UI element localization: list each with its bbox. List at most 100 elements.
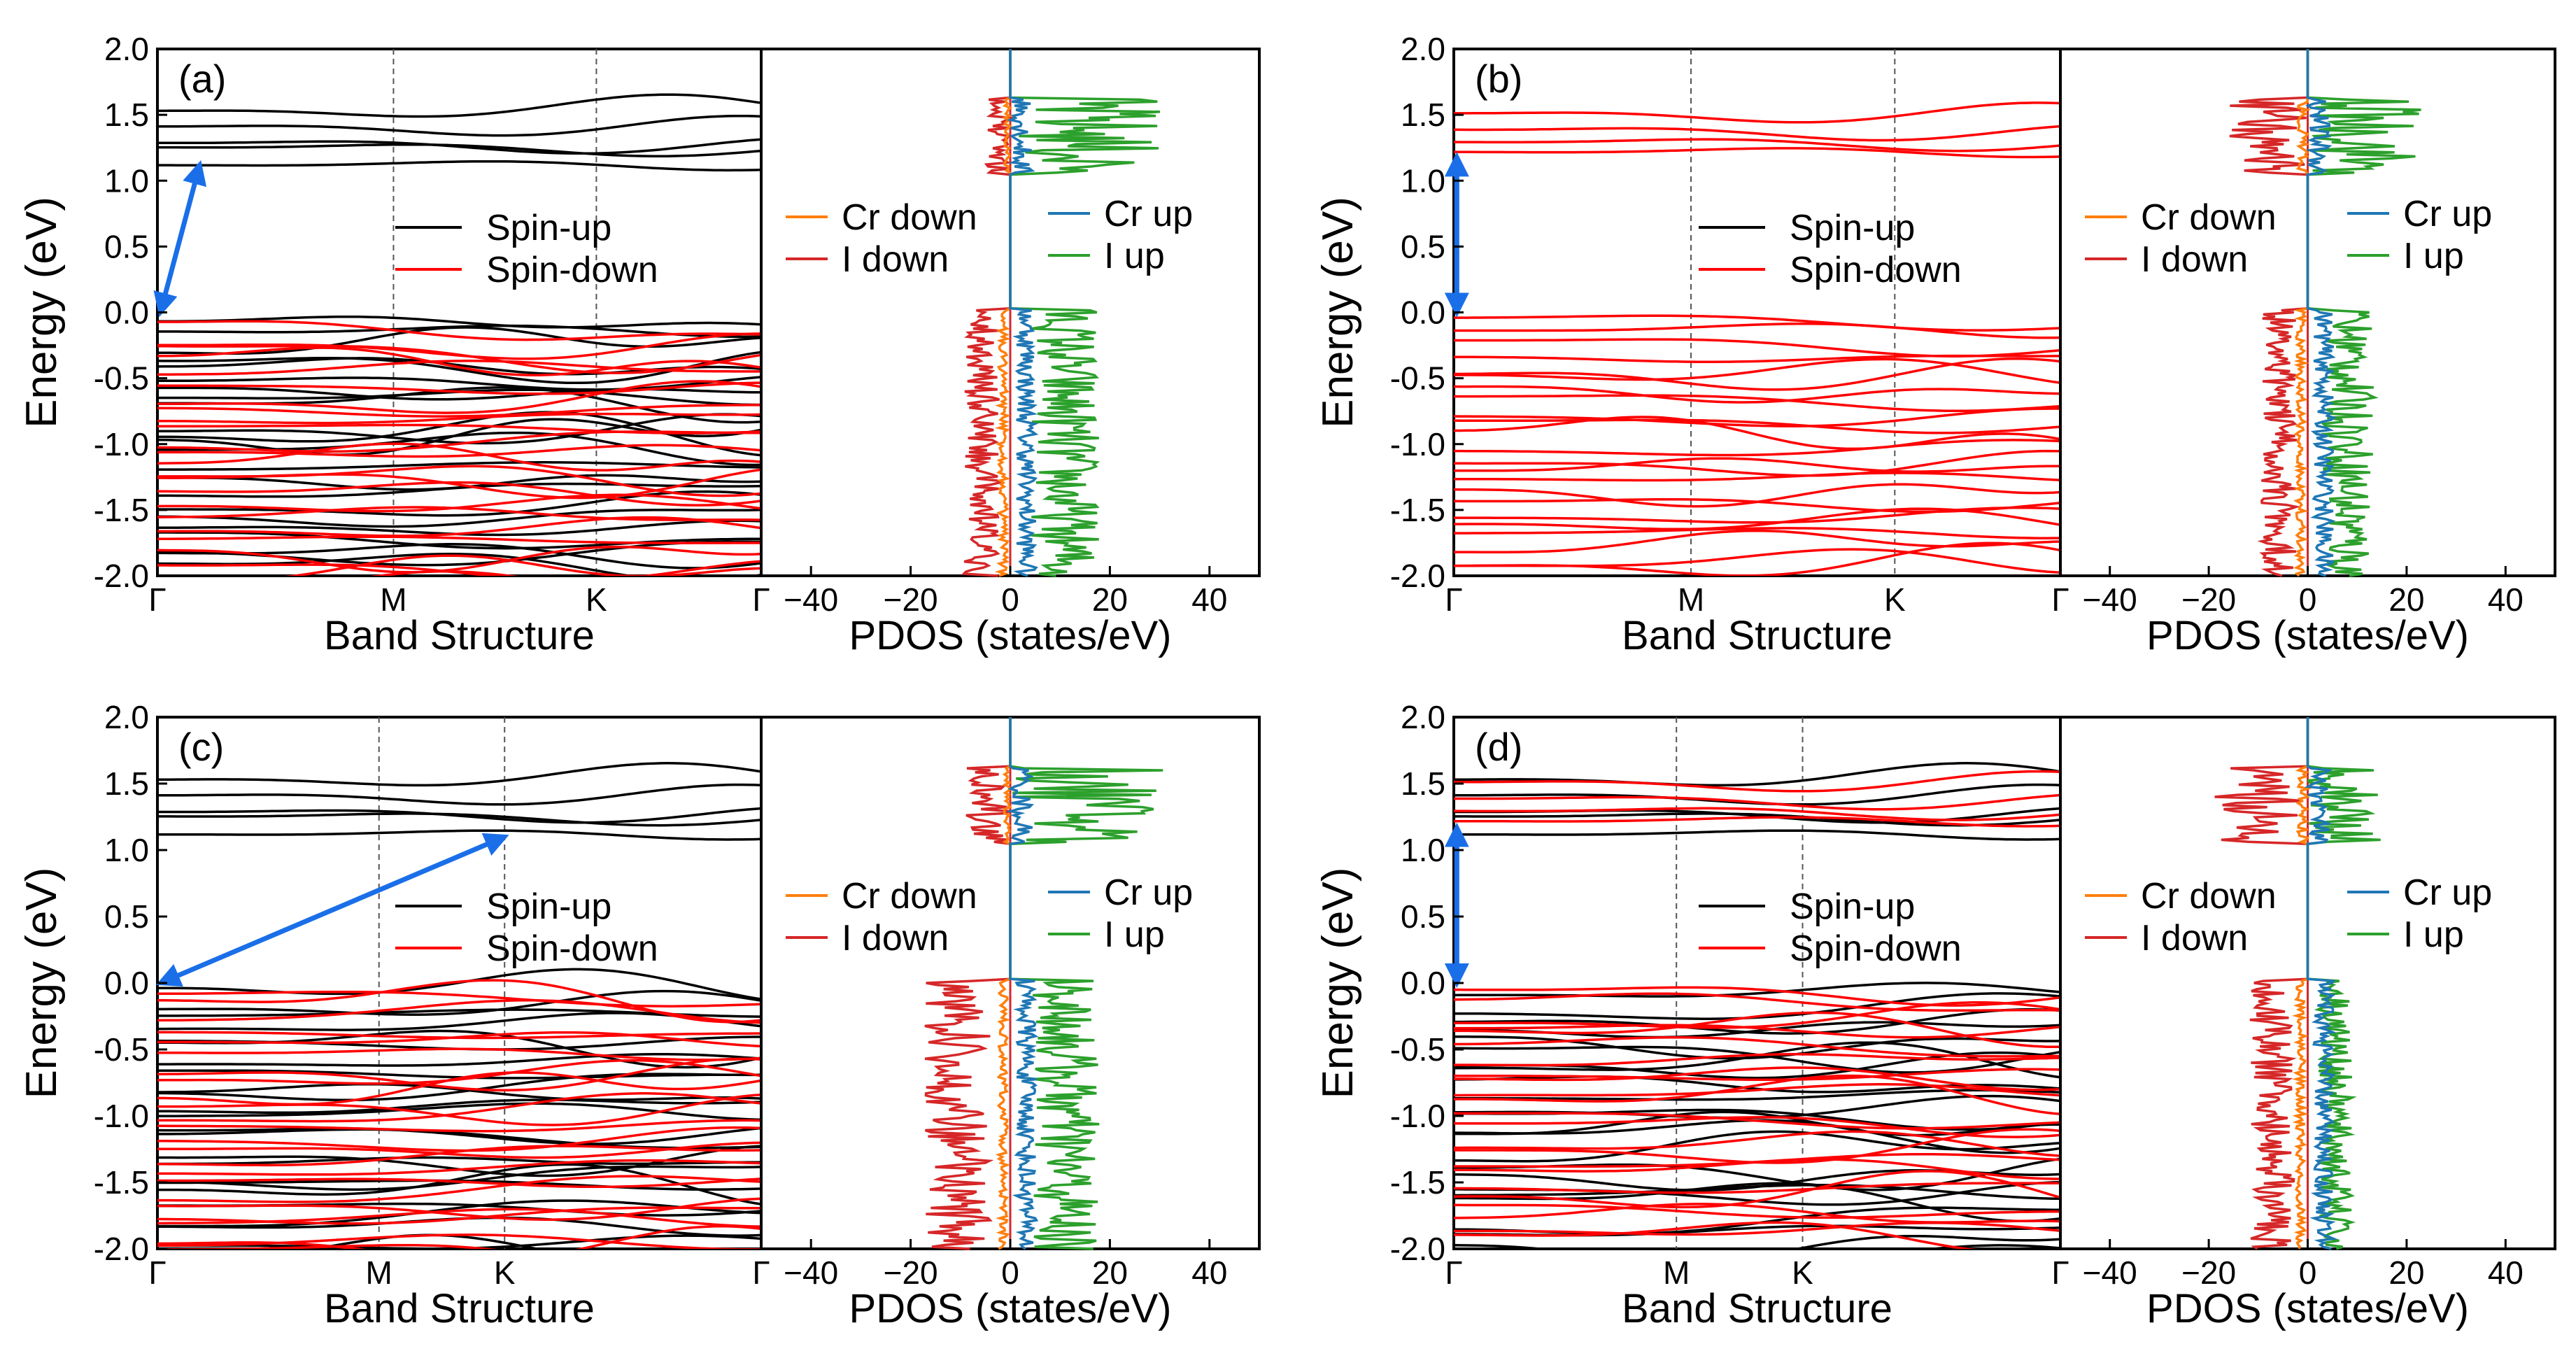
down-valence-band (1454, 357, 2060, 391)
legend-cr-down-label: Cr down (842, 876, 977, 917)
band-lines (1454, 101, 2060, 582)
down-valence-band (1454, 1170, 2060, 1209)
up-conduction-band (157, 114, 761, 137)
y-tick-label: -1.5 (94, 492, 149, 528)
legend-cr-up-label: Cr up (2403, 872, 2492, 913)
up-valence-band (157, 509, 761, 528)
energy-ylabel: Energy (eV) (17, 197, 66, 428)
k-point-label: Γ (148, 1254, 166, 1291)
up-valence-band (157, 989, 761, 1016)
cr-up-pdos (1006, 49, 1039, 577)
cr-up-pdos (2305, 49, 2337, 577)
down-valence-band (1454, 1130, 2060, 1157)
down-valence-band (1454, 1222, 2060, 1236)
down-valence-band (1454, 1182, 2060, 1194)
band-axes-frame (1452, 48, 2062, 577)
legend-spin-up-label: Spin-up (1790, 208, 1915, 248)
down-valence-band (284, 554, 761, 576)
band-gap-arrow (155, 833, 509, 987)
down-valence-band (1454, 986, 2060, 1007)
down-valence-band (1454, 394, 2060, 413)
down-valence-band (157, 360, 761, 376)
k-point-label: K (1792, 1254, 1813, 1291)
y-tick-label: 2.0 (1401, 699, 1445, 735)
down-valence-band (157, 516, 761, 537)
down-conduction-band (1454, 147, 2060, 159)
down-valence-band (1454, 1068, 2060, 1082)
legend-i-up-label: I up (2403, 236, 2464, 276)
legend-i-down-label: I down (2141, 239, 2248, 280)
down-valence-band (157, 346, 761, 376)
legend-i-up-label: I up (2403, 914, 2464, 955)
band-structure-plot: 2.01.51.00.50.0-0.5-1.0-1.5-2.0Γ M K ΓBand … (1314, 699, 2069, 1331)
up-conduction-band (1454, 829, 2060, 841)
down-valence-band (157, 1243, 497, 1249)
k-point-label: K (494, 1254, 516, 1291)
pdos-x-tick-label: 20 (2389, 1254, 2424, 1291)
y-tick-label: 2.0 (104, 699, 149, 735)
legend-spin-up-label: Spin-up (486, 208, 611, 248)
down-valence-band (1454, 506, 2060, 524)
panel-label: (a) (178, 57, 226, 101)
pdos-x-tick-label: 0 (1001, 1254, 1019, 1291)
down-valence-band (157, 545, 761, 574)
down-conduction-band (1454, 138, 2060, 153)
band-lines (157, 93, 761, 576)
legend-i-down-label: I down (2141, 918, 2248, 959)
i-down-pdos (924, 717, 1013, 1250)
down-valence-band (1454, 449, 2060, 477)
pdos-x-tick-label: 20 (1092, 581, 1128, 618)
down-valence-band (1454, 338, 2060, 358)
legend-spin-up-label: Spin-up (486, 886, 611, 927)
energy-ylabel: Energy (eV) (17, 868, 66, 1099)
y-tick-label: -1.0 (94, 426, 149, 462)
down-valence-band (1454, 1158, 2060, 1180)
down-valence-band (157, 535, 761, 544)
up-valence-band (157, 1098, 761, 1115)
down-valence-band (1454, 1221, 2060, 1249)
k-point-label: Γ (2051, 1254, 2069, 1291)
k-point-label: Γ (1445, 581, 1462, 618)
pdos-x-tick-label: 0 (2299, 581, 2317, 618)
y-tick-label: -0.5 (94, 360, 149, 397)
up-conduction-band (157, 829, 761, 841)
up-valence-band (1454, 982, 2060, 998)
down-valence-band (1454, 439, 2060, 457)
down-valence-band (1454, 507, 2060, 531)
down-valence-band (1454, 1116, 2060, 1138)
legend-spin-down-label: Spin-down (1790, 250, 1962, 290)
down-valence-band (1454, 1001, 2060, 1029)
y-tick-label: -1.5 (1390, 1164, 1445, 1201)
y-tick-label: -2.0 (94, 558, 149, 594)
down-valence-band (157, 506, 761, 521)
up-valence-band (157, 1199, 761, 1228)
down-valence-band (1454, 1251, 2060, 1256)
down-valence-band (1454, 457, 2060, 473)
i-up-pdos (1009, 717, 1163, 1250)
panel-label: (d) (1475, 725, 1522, 769)
k-point-label: Γ (148, 581, 166, 618)
pdos-x-tick-label: −40 (784, 581, 838, 618)
y-tick-label: -1.0 (94, 1098, 149, 1134)
y-tick-label: 0.5 (1401, 898, 1445, 935)
y-tick-label: -2.0 (94, 1231, 149, 1267)
legend-i-down-label: I down (842, 918, 949, 959)
down-valence-band (1454, 579, 2060, 582)
down-valence-band (1454, 1036, 2060, 1058)
up-valence-band (157, 490, 761, 517)
down-valence-band (157, 381, 761, 395)
up-valence-band (1454, 1130, 2060, 1163)
pdos-x-tick-label: 40 (2488, 581, 2524, 618)
y-tick-label: 1.0 (104, 832, 149, 868)
pdos-x-tick-label: −20 (2181, 1254, 2236, 1291)
down-valence-band (157, 1119, 761, 1133)
y-tick-label: 1.0 (104, 162, 149, 199)
panel-d: 2.01.51.00.50.0-0.5-1.0-1.5-2.0Γ M K ΓBand … (1314, 699, 2556, 1331)
up-valence-band (157, 315, 761, 329)
legend-spin-down-label: Spin-down (1790, 928, 1962, 969)
legend-i-down-label: I down (842, 239, 949, 280)
up-conduction-band (157, 807, 761, 824)
up-conduction-band (157, 783, 761, 806)
